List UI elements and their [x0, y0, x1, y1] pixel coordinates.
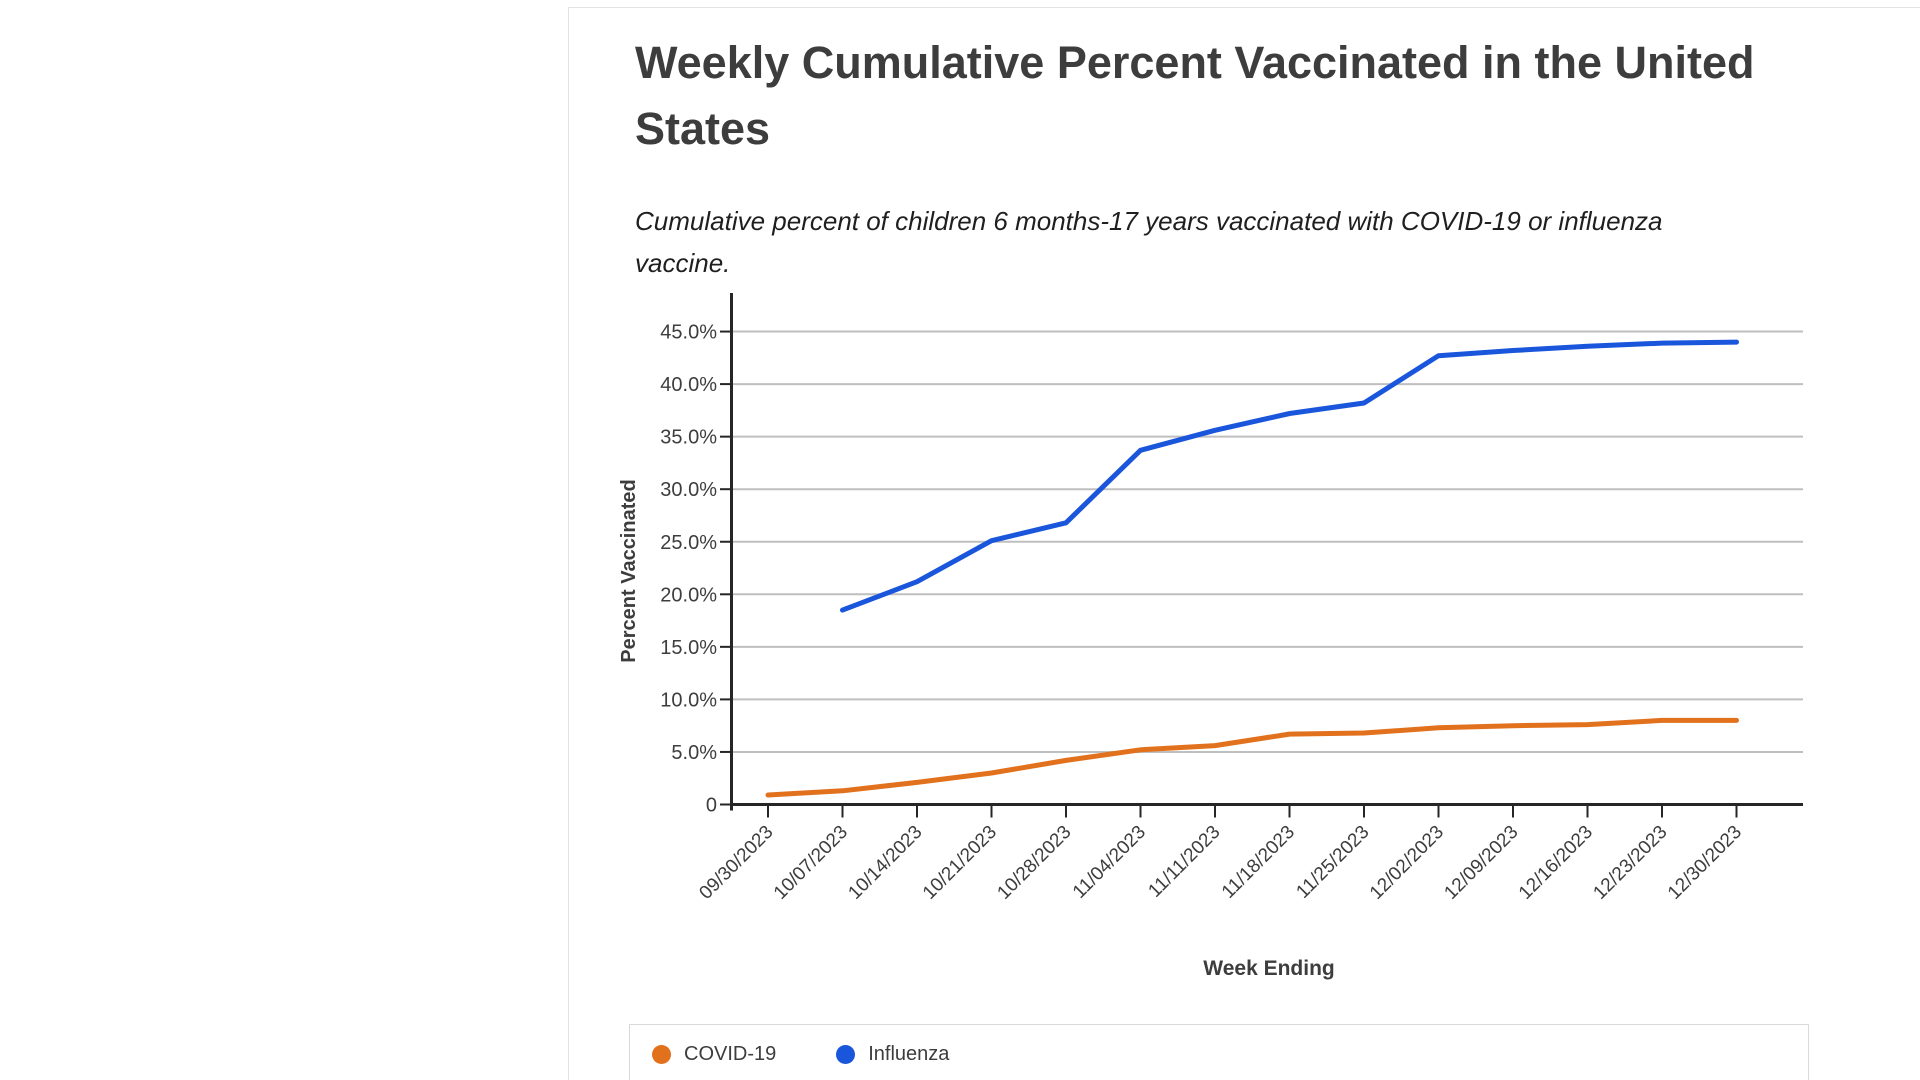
y-tick-label-45: 45.0%	[660, 322, 717, 344]
y-tick-label-5: 5.0%	[671, 742, 717, 764]
legend-item-covid19[interactable]: COVID-19	[652, 1043, 776, 1066]
influenza-series-dot	[836, 1045, 856, 1064]
legend-item-influenza[interactable]: Influenza	[836, 1043, 949, 1066]
x-tick-label-1: 10/07/2023	[770, 822, 852, 904]
x-tick-label-7: 11/18/2023	[1218, 822, 1299, 903]
y-tick-label-20: 20.0%	[660, 584, 717, 606]
x-tick-label-12: 12/23/2023	[1589, 822, 1671, 904]
x-axis-title: Week Ending	[1203, 957, 1334, 980]
page-title: Weekly Cumulative Percent Vaccinated in …	[635, 37, 1755, 154]
x-tick-label-13: 12/30/2023	[1664, 822, 1746, 904]
y-tick-label-25: 25.0%	[660, 532, 717, 554]
legend-label-covid19: COVID-19	[684, 1043, 777, 1065]
x-tick-label-8: 11/25/2023	[1292, 822, 1373, 903]
y-tick-label-15: 15.0%	[660, 637, 717, 659]
y-axis-title: Percent Vaccinated	[618, 479, 640, 662]
x-tick-label-10: 12/09/2023	[1440, 822, 1522, 904]
y-tick-label-40: 40.0%	[660, 374, 717, 396]
y-tick-label-10: 10.0%	[660, 689, 717, 711]
y-tick-label-30: 30.0%	[660, 479, 717, 501]
x-tick-label-4: 10/28/2023	[993, 822, 1075, 904]
legend-label-influenza: Influenza	[868, 1043, 950, 1065]
y-tick-label-35: 35.0%	[660, 427, 717, 449]
series-line-influenza[interactable]	[840, 339, 1739, 613]
x-tick-label-3: 10/21/2023	[919, 822, 1001, 904]
x-tick-label-5: 11/04/2023	[1069, 822, 1150, 903]
x-tick-label-0: 09/30/2023	[695, 822, 777, 904]
x-tick-label-2: 10/14/2023	[844, 822, 926, 904]
line-chart: 45.0% 40.0% 35.0% 30.0% 25.0% 20.0% 15.0% 10.0%…	[601, 281, 1831, 987]
chart-canvas: 45.0% 40.0% 35.0% 30.0% 25.0% 20.0% 15.0% 10.0%…	[618, 293, 1803, 980]
y-tick-label-0: 0	[706, 795, 717, 817]
chart-subtitle: Cumulative percent of children 6 months-…	[635, 206, 1663, 278]
x-tick-label-11: 12/16/2023	[1515, 822, 1597, 904]
series-line-covid-19[interactable]	[765, 717, 1739, 798]
chart-legend: COVID-19 Influenza	[629, 1024, 1809, 1080]
x-tick-label-6: 11/11/2023	[1144, 822, 1224, 902]
covid19-series-dot	[652, 1045, 671, 1064]
x-tick-label-9: 12/02/2023	[1366, 822, 1448, 904]
chart-card: Weekly Cumulative Percent Vaccinated in …	[568, 7, 1920, 1080]
